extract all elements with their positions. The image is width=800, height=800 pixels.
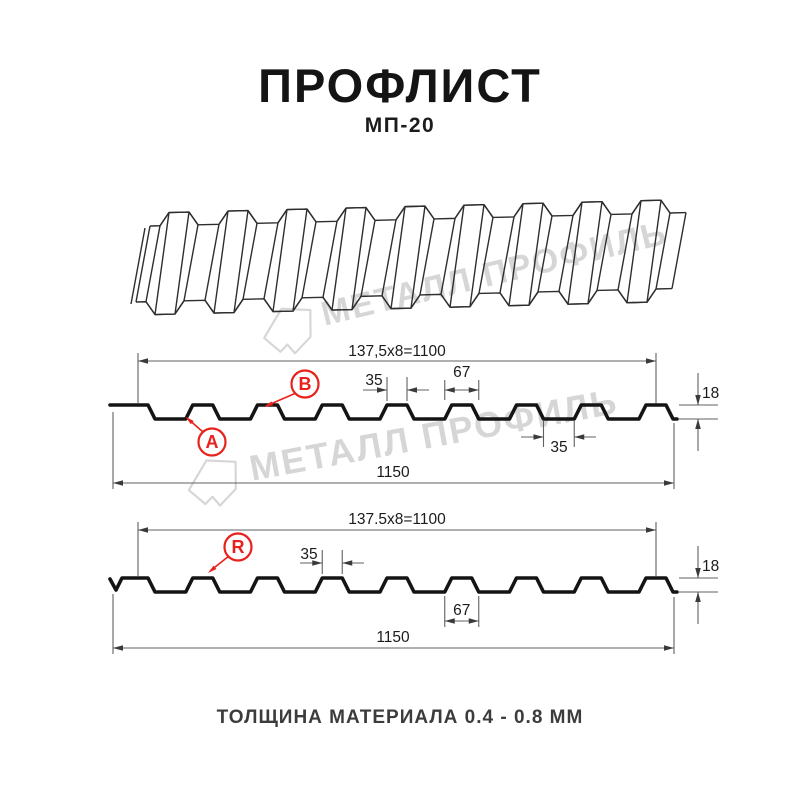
dim-valley-label: 35 [550,439,567,456]
dimension-lines [112,522,718,654]
dim-crest-base-label: 67 [453,364,470,381]
page-title: ПРОФЛИСТ [258,59,542,112]
dim-height-label: 18 [702,385,719,402]
marker-b-circle [290,369,320,399]
sheet-3d-far-edge [149,199,687,227]
dim-overall-width-label: 1150 [376,464,410,481]
marker-leader-arrowheads [208,565,217,573]
cross-section-top: 137,5x8=1100 35 67 35 18 1150 A B [108,343,719,489]
dim-working-width-label: 137.5x8=1100 [348,512,446,528]
marker-a-circle [197,427,227,457]
watermark-logo-icon [187,459,237,507]
cross-section-bottom: 137.5x8=1100 35 67 18 1150 R [108,512,719,654]
dim-crest-base-label: 67 [453,602,470,619]
profile-outline [108,403,679,421]
marker-r-label: R [232,537,245,557]
dim-overall-width-label: 1150 [376,629,410,646]
profile-outline [108,576,679,594]
sheet-3d-drawing [130,199,687,316]
marker-r-circle [223,532,253,562]
watermark-logo-icon [263,307,312,355]
marker-a-label: A [206,432,219,452]
dim-height-label: 18 [702,558,719,575]
marker-b-label: B [299,374,312,394]
footer-note: ТОЛЩИНА МАТЕРИАЛА 0.4 - 0.8 ММ [216,707,584,728]
dimension-lines [112,353,718,489]
dim-crest-top-label: 35 [300,546,317,563]
watermark-logo-shape [187,459,237,507]
sheet-3d-end-edges [130,212,687,305]
sheet-3d-rib-inner-lines [154,200,662,315]
dim-crest-top-label: 35 [365,372,382,389]
watermark-logo-shape [263,307,312,355]
page-subtitle: МП-20 [364,114,436,137]
sheet-3d-rib-outlines [145,199,671,316]
dim-working-width-label: 137,5x8=1100 [348,343,446,360]
